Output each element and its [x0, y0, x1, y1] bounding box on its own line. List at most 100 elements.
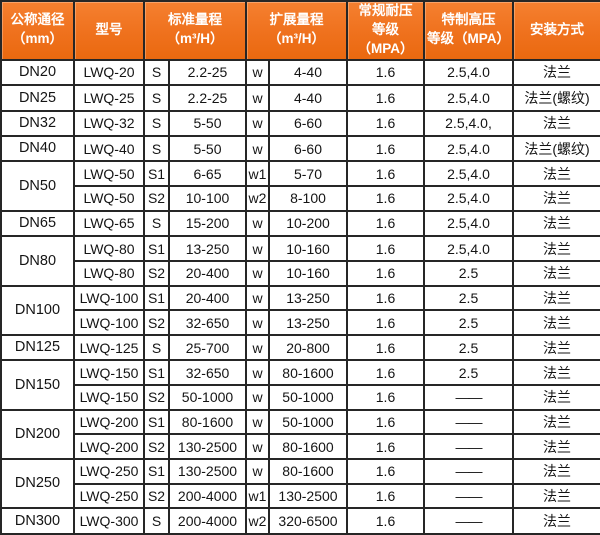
install-cell: 法兰	[512, 235, 600, 262]
ext-range-cell: 10-200	[268, 209, 348, 238]
pressure-high-cell: ——	[423, 482, 514, 510]
pressure-normal-cell: 1.6	[346, 433, 425, 461]
ext-code-cell: w	[245, 408, 270, 436]
table-row: LWQ-250 S2 200-4000 w1 130-2500 1.6 —— 法…	[1, 482, 600, 510]
dn-cell: DN150	[0, 359, 75, 411]
table-row: DN100 LWQ-100 S1 20-400 w 13-250 1.6 2.5…	[0, 284, 600, 336]
install-cell: 法兰	[512, 408, 600, 436]
std-range-cell: 6-65	[168, 160, 247, 188]
pressure-normal-cell: 1.6	[346, 284, 425, 312]
model-cell: LWQ-100	[73, 309, 145, 336]
pressure-high-cell: 2.5,4.0	[423, 185, 514, 212]
model-cell: LWQ-300	[73, 507, 145, 535]
std-code-cell: S2	[143, 309, 170, 336]
ext-range-cell: 8-100	[268, 185, 348, 212]
dn-cell: DN250	[0, 458, 75, 510]
ext-range-cell: 13-250	[268, 284, 348, 312]
ext-range-cell: 10-160	[268, 235, 348, 262]
std-code-cell: S	[143, 209, 170, 238]
header-row: 公称通径 （mm） 型号 标准量程 （m³/H） 扩展量程 （m³/H） 常规耐…	[0, 0, 600, 61]
pressure-high-cell: 2.5,4.0	[423, 160, 514, 188]
table-row: LWQ-100 S2 32-650 w 13-250 1.6 2.5 法兰	[1, 309, 600, 336]
std-code-cell: S1	[143, 235, 170, 262]
model-cell: LWQ-25	[73, 84, 145, 112]
std-code-cell: S	[143, 333, 170, 362]
std-code-cell: S1	[143, 359, 170, 386]
std-range-cell: 2.2-25	[168, 84, 247, 112]
std-code-cell: S	[143, 134, 170, 163]
header-extended-range: 扩展量程 （m³/H）	[245, 0, 348, 61]
table-row: DN150 LWQ-150 S1 32-650 w 80-1600 1.6 2.…	[0, 359, 600, 411]
header-standard-range: 标准量程 （m³/H）	[143, 0, 247, 61]
pressure-high-cell: 2.5,4.0	[423, 84, 514, 112]
std-range-cell: 50-1000	[168, 384, 247, 411]
dn-cell: DN25	[0, 84, 75, 112]
model-cell: LWQ-100	[73, 284, 145, 312]
std-range-cell: 32-650	[168, 309, 247, 336]
table-row: LWQ-150 S2 50-1000 w 50-1000 1.6 —— 法兰	[1, 384, 600, 411]
dn-cell: DN65	[0, 209, 75, 238]
pressure-normal-cell: 1.6	[346, 185, 425, 212]
std-range-cell: 200-4000	[168, 507, 247, 535]
pressure-normal-cell: 1.6	[346, 109, 425, 138]
std-range-cell: 32-650	[168, 359, 247, 386]
table-row: DN50 LWQ-50 S1 6-65 w1 5-70 1.6 2.5,4.0 …	[0, 160, 600, 212]
pressure-normal-cell: 1.6	[346, 359, 425, 386]
pressure-high-cell: 2.5	[423, 284, 514, 312]
table-row: LWQ-50 S2 10-100 w2 8-100 1.6 2.5,4.0 法兰	[1, 185, 600, 212]
pressure-normal-cell: 1.6	[346, 235, 425, 262]
std-code-cell: S1	[143, 458, 170, 485]
pressure-normal-cell: 1.6	[346, 259, 425, 287]
model-cell: LWQ-150	[73, 359, 145, 386]
ext-code-cell: w	[245, 209, 270, 238]
pressure-high-cell: ——	[423, 384, 514, 411]
ext-range-cell: 6-60	[268, 109, 348, 138]
std-range-cell: 2.2-25	[168, 58, 247, 87]
model-cell: LWQ-80	[73, 235, 145, 262]
header-normal-pressure: 常规耐压 等级（MPA）	[346, 0, 425, 61]
pressure-high-cell: 2.5	[423, 259, 514, 287]
table-row: DN80 LWQ-80 S1 13-250 w 10-160 1.6 2.5,4…	[0, 235, 600, 287]
model-cell: LWQ-250	[73, 482, 145, 510]
pressure-high-cell: 2.5,4.0	[423, 134, 514, 163]
std-code-cell: S1	[143, 160, 170, 188]
std-range-cell: 15-200	[168, 209, 247, 238]
ext-code-cell: w2	[245, 185, 270, 212]
ext-range-cell: 20-800	[268, 333, 348, 362]
table-row: DN300 LWQ-300 S 200-4000 w2 320-6500 1.6…	[0, 507, 600, 535]
pressure-high-cell: 2.5	[423, 359, 514, 386]
install-cell: 法兰	[512, 284, 600, 312]
install-cell: 法兰	[512, 259, 600, 287]
ext-code-cell: w	[245, 259, 270, 287]
ext-code-cell: w	[245, 109, 270, 138]
std-code-cell: S1	[143, 284, 170, 312]
ext-code-cell: w2	[245, 507, 270, 535]
std-code-cell: S	[143, 109, 170, 138]
pressure-normal-cell: 1.6	[346, 309, 425, 336]
table-row: DN125 LWQ-125 S 25-700 w 20-800 1.6 2.5 …	[0, 333, 600, 362]
pressure-normal-cell: 1.6	[346, 482, 425, 510]
install-cell: 法兰	[512, 309, 600, 336]
ext-code-cell: w	[245, 235, 270, 262]
ext-code-cell: w	[245, 309, 270, 336]
ext-code-cell: w	[245, 58, 270, 87]
ext-range-cell: 80-1600	[268, 458, 348, 485]
dn-cell: DN300	[0, 507, 75, 535]
ext-code-cell: w	[245, 84, 270, 112]
pressure-normal-cell: 1.6	[346, 84, 425, 112]
ext-code-cell: w	[245, 284, 270, 312]
install-cell: 法兰	[512, 482, 600, 510]
pressure-high-cell: 2.5	[423, 309, 514, 336]
std-range-cell: 20-400	[168, 284, 247, 312]
install-cell: 法兰	[512, 433, 600, 461]
ext-code-cell: w1	[245, 160, 270, 188]
pressure-normal-cell: 1.6	[346, 458, 425, 485]
table-row: DN40 LWQ-40 S 5-50 w 6-60 1.6 2.5,4.0 法兰…	[0, 134, 600, 163]
table-row: DN250 LWQ-250 S1 130-2500 w 80-1600 1.6 …	[0, 458, 600, 510]
table-row: DN65 LWQ-65 S 15-200 w 10-200 1.6 2.5,4.…	[0, 209, 600, 238]
install-cell: 法兰	[512, 109, 600, 138]
header-diameter: 公称通径 （mm）	[0, 0, 75, 61]
table-row: LWQ-80 S2 20-400 w 10-160 1.6 2.5 法兰	[1, 259, 600, 287]
model-cell: LWQ-32	[73, 109, 145, 138]
install-cell: 法兰(螺纹)	[512, 134, 600, 163]
